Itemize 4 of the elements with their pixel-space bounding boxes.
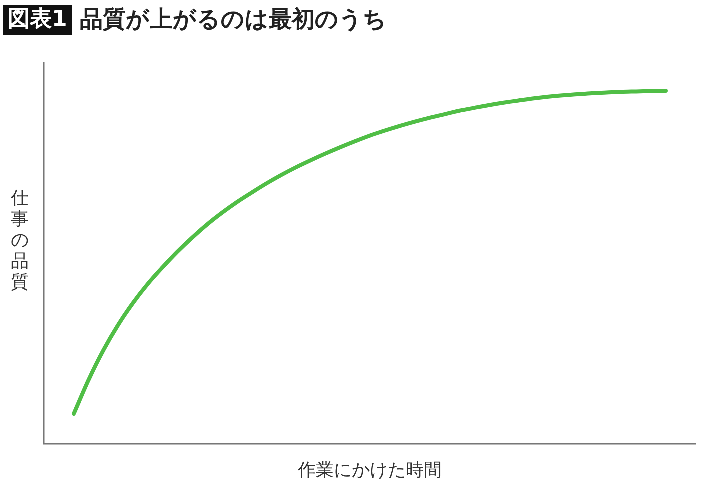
chart-title: 品質が上がるのは最初のうち — [80, 6, 387, 35]
x-axis-title: 作業にかけた時間 — [298, 460, 442, 482]
y-axis-title: 仕事の品質 — [10, 188, 30, 293]
text: 図表1 — [3, 5, 72, 35]
